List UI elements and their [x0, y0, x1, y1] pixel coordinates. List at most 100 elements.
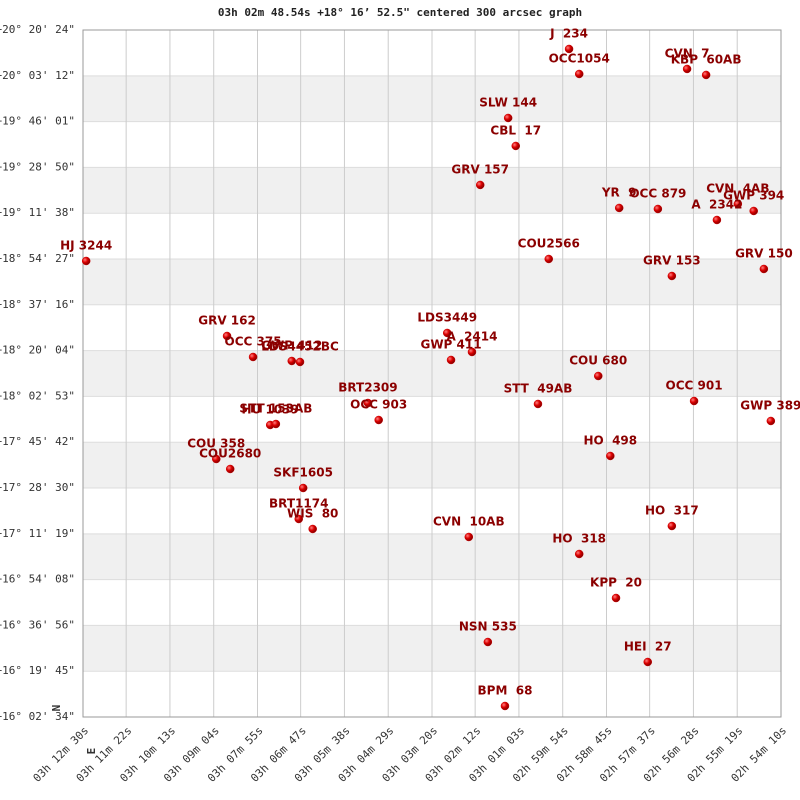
- star-label: COU 358: [187, 436, 245, 450]
- north-label: N: [50, 705, 63, 712]
- star-label: BRT2309: [338, 380, 397, 394]
- star-label: CVN 4AB: [706, 181, 769, 195]
- star-point: [733, 199, 743, 209]
- star-point: [308, 524, 317, 534]
- star-label: COU2566: [518, 236, 580, 250]
- star-point: [682, 64, 692, 74]
- star-point: [606, 451, 615, 461]
- star-label: CVN 7: [665, 46, 710, 60]
- star-point: [442, 328, 452, 338]
- star-label: GWP 394: [723, 188, 784, 202]
- star-label: COU2680: [199, 446, 261, 460]
- star-point: [212, 454, 221, 464]
- star-label: OCC1054: [549, 51, 610, 65]
- star-point: [766, 416, 776, 426]
- star-label: GWP 389: [740, 398, 800, 412]
- star-label: HJ 3244: [60, 238, 112, 252]
- star-label: HO 318: [552, 531, 606, 545]
- star-point: [271, 419, 281, 429]
- star-point: [374, 415, 383, 425]
- star-point: [689, 396, 699, 406]
- y-tick-label: +18° 54' 27": [0, 252, 75, 265]
- star-point: [446, 355, 456, 365]
- y-tick-label: +19° 46' 01": [0, 115, 75, 128]
- star-point: [363, 398, 373, 408]
- y-tick-label: +19° 28' 50": [0, 160, 75, 173]
- star-label: OCC 901: [666, 378, 723, 392]
- star-point: [483, 637, 493, 647]
- star-label: GRV 150: [735, 246, 793, 260]
- star-label: HEI 27: [624, 639, 672, 653]
- star-label: A 2414: [446, 329, 497, 343]
- star-point: [544, 254, 554, 264]
- star-point: [81, 256, 91, 266]
- y-tick-label: +18° 02' 53": [0, 389, 75, 402]
- star-point: [667, 271, 677, 281]
- star-label: SLW 144: [479, 95, 537, 109]
- star-label: J 234: [549, 26, 588, 40]
- star-label: STT 49AB: [504, 381, 573, 395]
- star-point: [712, 215, 722, 225]
- star-point: [653, 204, 663, 214]
- star-label: HO 498: [583, 433, 637, 447]
- plot-frame: [82, 29, 782, 718]
- star-label: A 2342: [691, 197, 742, 211]
- y-tick-label: +16° 19' 45": [0, 664, 75, 677]
- y-tick-label: +20° 20' 24": [0, 23, 75, 36]
- star-point: [475, 180, 485, 190]
- chart-title: 03h 02m 48.54s +18° 16’ 52.5" centered 3…: [218, 6, 582, 19]
- star-label: STT 153AB: [239, 401, 312, 415]
- star-label: LDS4452BC: [261, 339, 339, 353]
- y-tick-label: +17° 45' 42": [0, 435, 75, 448]
- star-point: [749, 206, 758, 216]
- star-label: GWP 412: [261, 338, 322, 352]
- star-point: [500, 701, 510, 711]
- star-label: CBL 17: [490, 123, 541, 137]
- star-label: LDS3449: [417, 310, 477, 324]
- star-point: [574, 69, 584, 79]
- star-label: OCC 879: [629, 186, 686, 200]
- star-label: HU 1039: [242, 402, 299, 416]
- y-tick-label: +16° 54' 08": [0, 573, 75, 586]
- star-label: GWP 411: [420, 337, 481, 351]
- star-label: OCC 375: [225, 334, 282, 348]
- star-point: [287, 356, 297, 366]
- y-tick-label: +17° 28' 30": [0, 481, 75, 494]
- y-tick-label: +17° 11' 19": [0, 527, 75, 540]
- star-label: YR 9: [601, 185, 637, 199]
- star-point: [564, 44, 574, 54]
- east-label: E: [85, 748, 98, 755]
- star-label: KPP 20: [590, 575, 642, 589]
- star-point: [225, 464, 235, 474]
- y-tick-label: +16° 36' 56": [0, 618, 75, 631]
- star-label: GRV 162: [198, 313, 256, 327]
- star-point: [667, 521, 677, 531]
- star-label: OCC 903: [350, 397, 407, 411]
- y-tick-label: +20° 03' 12": [0, 69, 75, 82]
- star-label: GRV 153: [643, 253, 701, 267]
- star-label: SKF1605: [273, 465, 333, 479]
- star-point: [594, 371, 603, 381]
- star-label: KBP 60AB: [671, 52, 742, 66]
- star-label: NSN 535: [459, 619, 517, 633]
- star-point: [503, 113, 513, 123]
- star-label: HO 317: [645, 503, 699, 517]
- star-point: [222, 331, 232, 341]
- star-label: CVN 10AB: [433, 514, 505, 528]
- y-tick-label: +18° 37' 16": [0, 298, 75, 311]
- star-point: [511, 141, 521, 151]
- star-point: [298, 483, 308, 493]
- star-point: [248, 352, 258, 362]
- star-point: [759, 264, 769, 274]
- star-point: [611, 593, 621, 603]
- star-point: [464, 532, 474, 542]
- star-label: WIS 80: [287, 506, 338, 520]
- star-point: [701, 70, 711, 80]
- star-point: [614, 203, 624, 213]
- star-label: GRV 157: [451, 162, 509, 176]
- star-point: [533, 399, 543, 409]
- y-tick-label: +16° 02' 34": [0, 710, 75, 723]
- star-label: BPM 68: [478, 683, 533, 697]
